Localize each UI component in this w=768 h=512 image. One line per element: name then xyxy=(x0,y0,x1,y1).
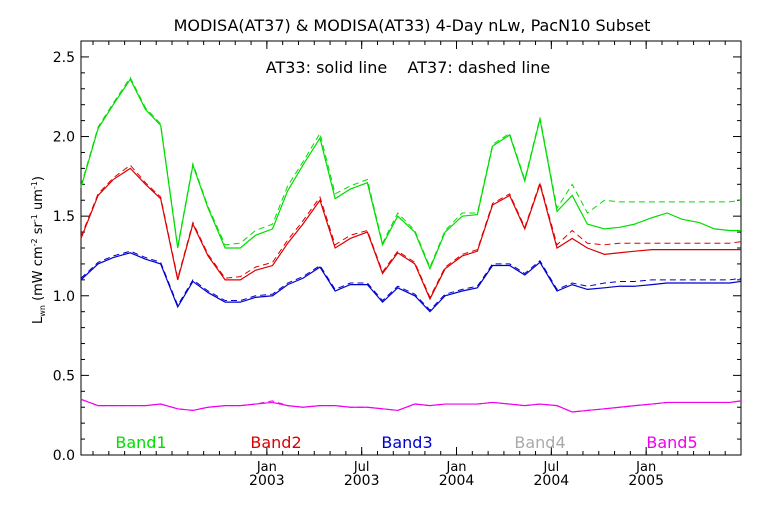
series-line-band5-at33 xyxy=(80,398,742,413)
y-axis: 0.0 0.5 1.0 1.5 2.0 2.5 xyxy=(53,50,741,464)
x-tick-year: 2004 xyxy=(439,473,475,489)
x-tick-year: 2004 xyxy=(534,473,570,489)
y-tick-label: 1.0 xyxy=(53,289,75,305)
band-labels: Band1 Band2 Band3 Band4 Band5 xyxy=(115,433,697,452)
series-line-band3-at33 xyxy=(80,252,742,313)
y-tick-label: 2.5 xyxy=(53,50,75,66)
band-label-band1: Band1 xyxy=(115,433,166,452)
x-tick-year: 2003 xyxy=(344,473,380,489)
series-line-band2-at33 xyxy=(80,167,741,301)
x-tick-year: 2005 xyxy=(628,473,664,489)
x-tick-month: Jan xyxy=(256,460,277,475)
band-label-band5: Band5 xyxy=(646,433,697,452)
y-tick-label: 0.0 xyxy=(53,448,75,464)
x-tick-month: Jan xyxy=(445,460,466,475)
y-tick-label: 1.5 xyxy=(53,209,75,225)
series-line-band2-at37 xyxy=(80,164,742,299)
band-label-band3: Band3 xyxy=(381,433,432,452)
y-tick-label: 0.5 xyxy=(53,368,75,384)
band-label-band2: Band2 xyxy=(250,433,301,452)
y-tick-label: 2.0 xyxy=(53,130,75,146)
plot-frame xyxy=(80,40,742,456)
line-style-annotation: AT33: solid line AT37: dashed line xyxy=(266,58,551,77)
x-tick-month: Jul xyxy=(353,460,370,475)
series-group xyxy=(80,76,742,413)
band-label-band4: Band4 xyxy=(514,433,565,452)
x-tick-month: Jul xyxy=(543,460,560,475)
y-axis-label: Lwn (mW cm-2 sr-1 um-1) xyxy=(30,176,47,324)
x-tick-month: Jan xyxy=(635,460,656,475)
series-line-band3-at37 xyxy=(80,250,742,311)
chart-title: MODISA(AT37) & MODISA(AT33) 4-Day nLw, P… xyxy=(174,16,651,35)
x-tick-year: 2003 xyxy=(249,473,285,489)
series-line-band1-at33 xyxy=(80,78,741,271)
